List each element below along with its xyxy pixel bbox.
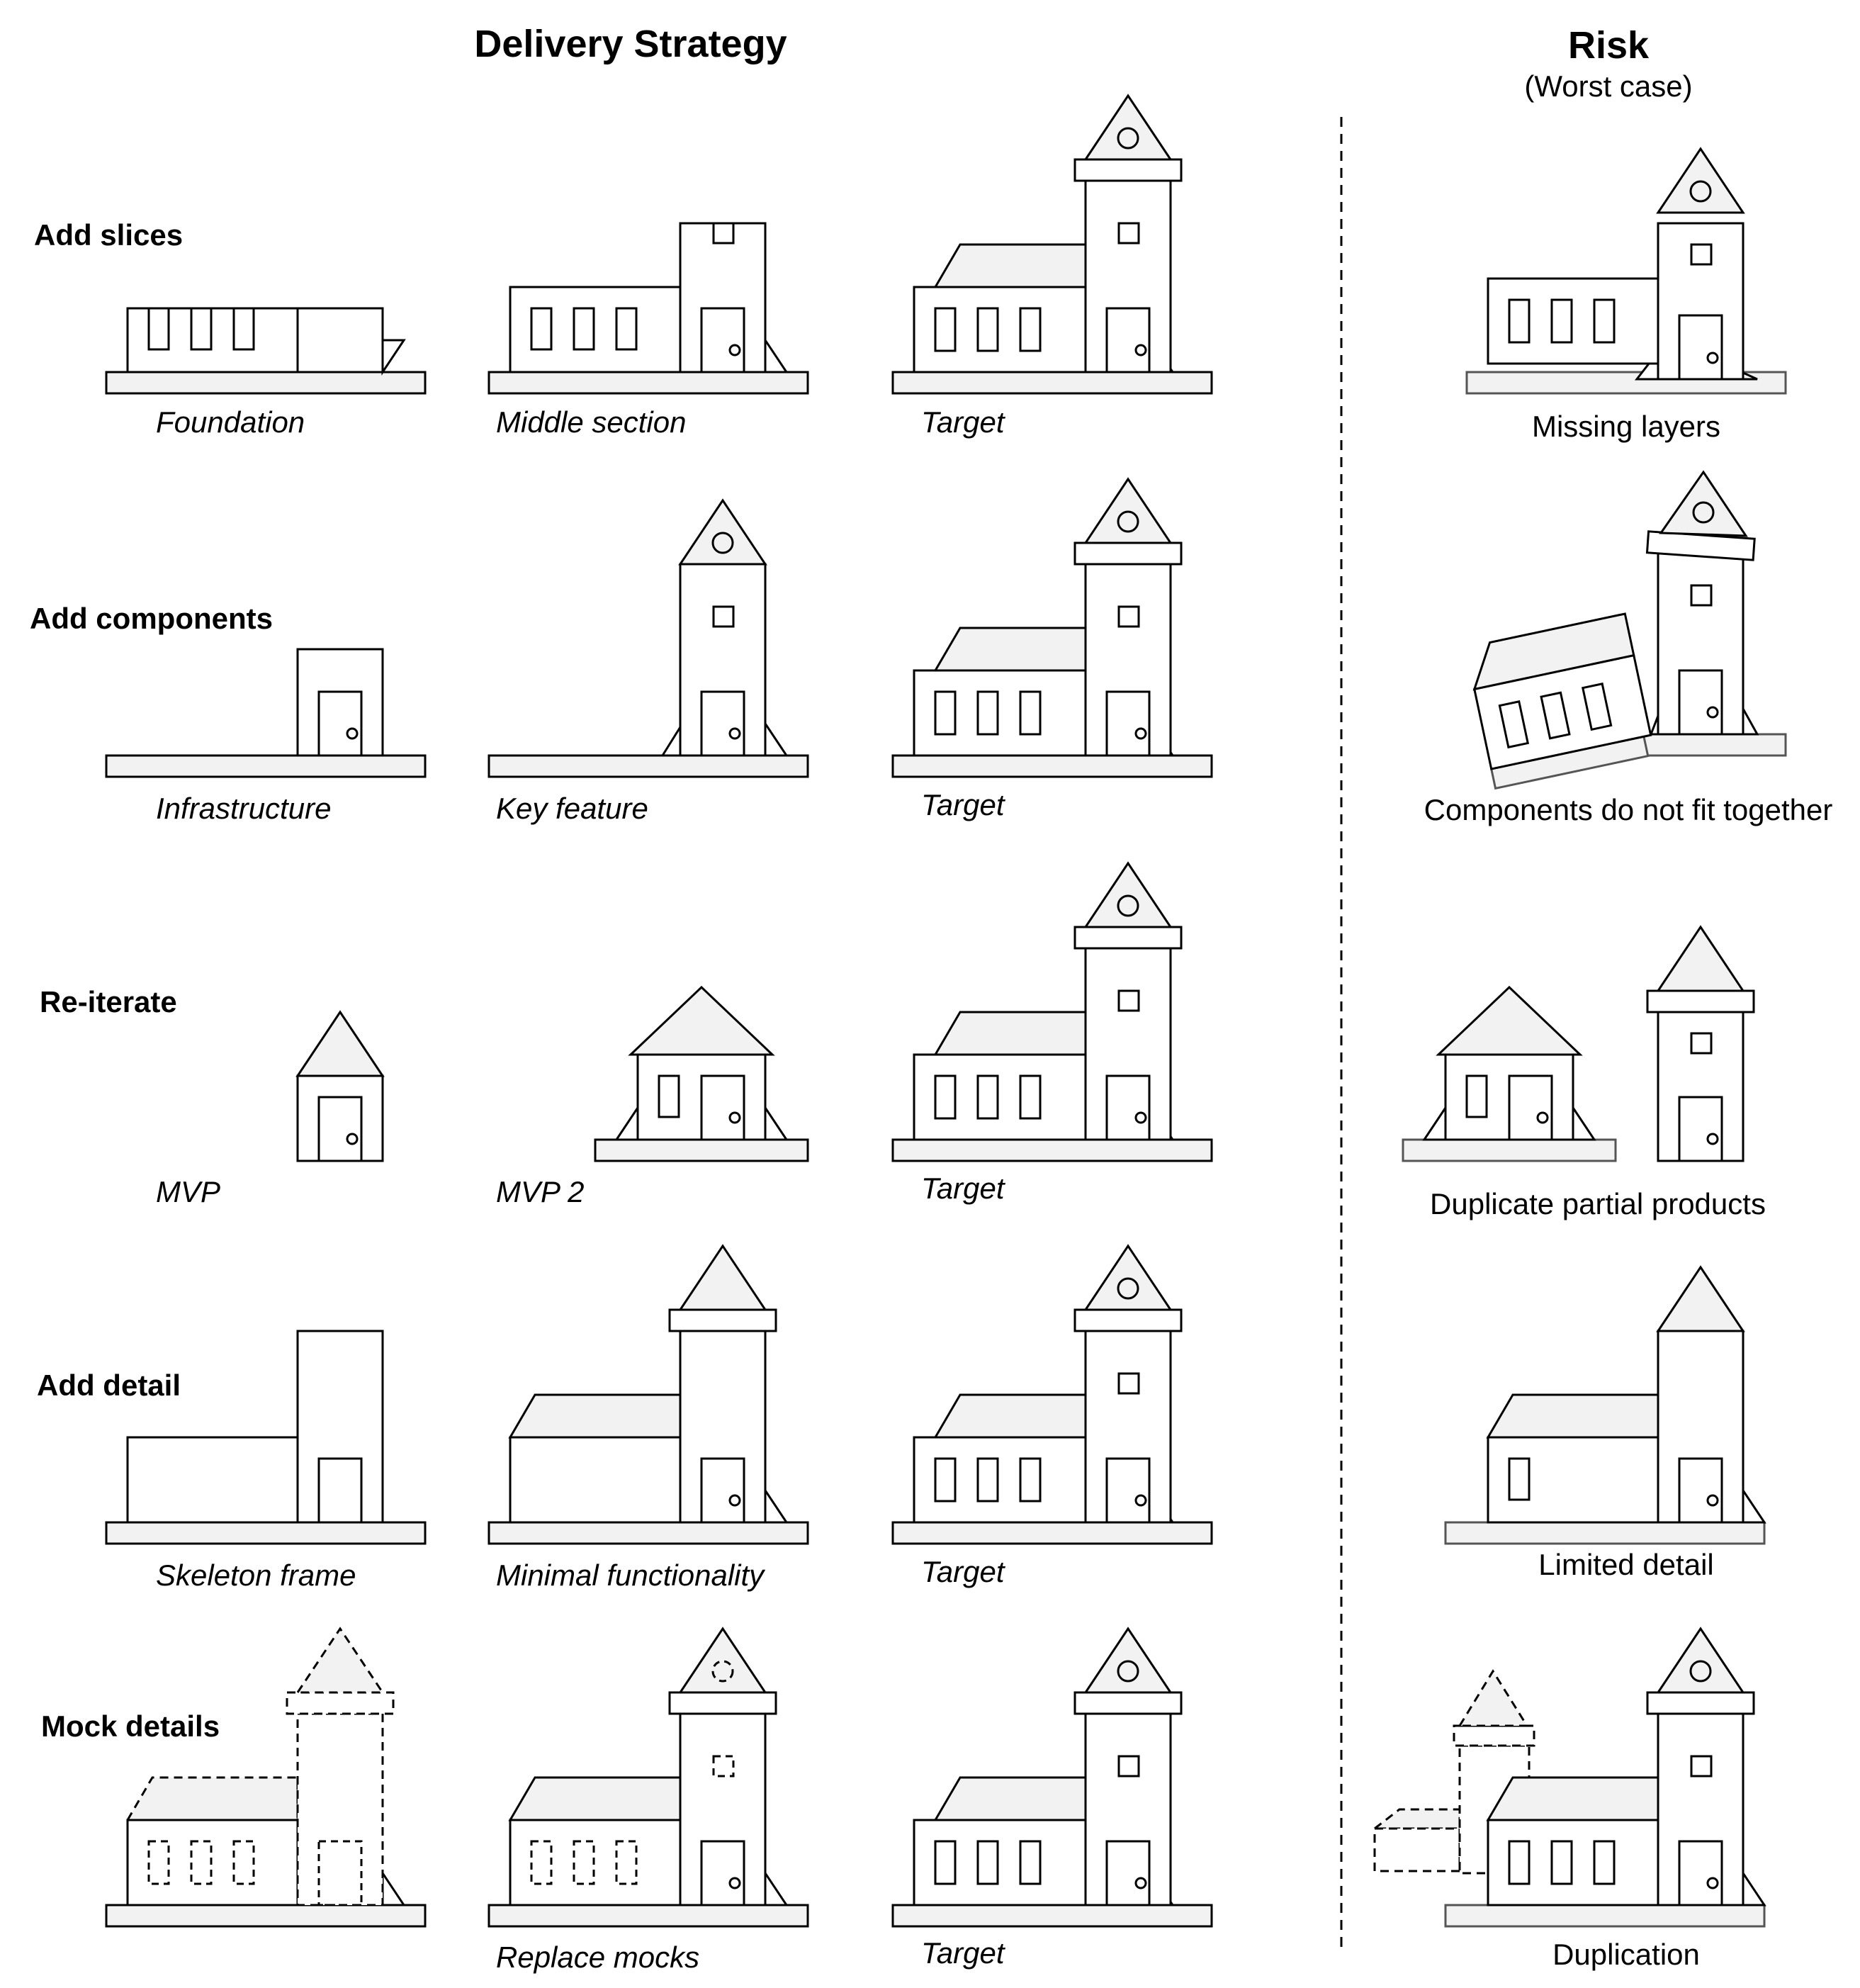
house-target-1	[891, 94, 1213, 395]
caption-target-1: Target	[921, 405, 1006, 439]
house-target-4	[891, 1245, 1213, 1545]
house-target-5	[891, 1627, 1213, 1928]
row-label-add-detail: Add detail	[37, 1369, 181, 1402]
caption-key-feature: Key feature	[496, 792, 648, 825]
risk-missing-layers	[1465, 147, 1787, 395]
risk-duplicate-partial-products	[1402, 925, 1755, 1162]
house-target-3	[891, 862, 1213, 1162]
caption-target-4: Target	[921, 1555, 1006, 1588]
caption-target-3: Target	[921, 1172, 1006, 1205]
risk-title: Risk	[1568, 24, 1650, 67]
risk-caption-duplication: Duplication	[1552, 1938, 1700, 1971]
house-minimal-functionality	[487, 1244, 809, 1545]
house-key-feature	[487, 498, 809, 778]
house-mock-details	[105, 1627, 427, 1928]
caption-minimal-functionality: Minimal functionality	[496, 1559, 766, 1592]
caption-mvp: MVP	[156, 1175, 220, 1208]
row-label-add-components: Add components	[30, 602, 273, 635]
caption-target-5: Target	[921, 1936, 1006, 1970]
caption-mvp-2: MVP 2	[496, 1175, 584, 1208]
caption-target-2: Target	[921, 788, 1006, 821]
house-target-2	[891, 478, 1213, 778]
risk-caption-limited-detail: Limited detail	[1538, 1548, 1713, 1581]
risk-limited-detail	[1444, 1265, 1766, 1545]
house-mvp-2	[594, 985, 809, 1162]
risk-components-do-not-fit	[1472, 470, 1787, 790]
risk-duplication	[1371, 1627, 1766, 1928]
row-label-mock-details: Mock details	[41, 1709, 220, 1743]
house-middle-section	[487, 222, 809, 395]
risk-caption-duplicate-partial-products: Duplicate partial products	[1430, 1187, 1766, 1220]
house-foundation	[105, 307, 427, 395]
caption-middle-section: Middle section	[496, 405, 686, 439]
risk-caption-components-do-not-fit: Components do not fit together	[1424, 793, 1833, 826]
diagram-title: Delivery Strategy	[474, 23, 787, 65]
row-label-add-slices: Add slices	[34, 218, 183, 252]
house-mvp	[295, 1010, 385, 1162]
caption-skeleton-frame: Skeleton frame	[156, 1559, 356, 1592]
caption-foundation: Foundation	[156, 405, 305, 439]
caption-infrastructure: Infrastructure	[156, 792, 331, 825]
risk-subtitle: (Worst case)	[1524, 69, 1692, 103]
house-infrastructure	[105, 648, 427, 778]
risk-caption-missing-layers: Missing layers	[1532, 410, 1720, 443]
house-skeleton-frame	[105, 1330, 427, 1545]
caption-replace-mocks: Replace mocks	[496, 1941, 699, 1974]
house-replace-mocks	[487, 1627, 809, 1928]
row-label-re-iterate: Re-iterate	[40, 985, 177, 1018]
